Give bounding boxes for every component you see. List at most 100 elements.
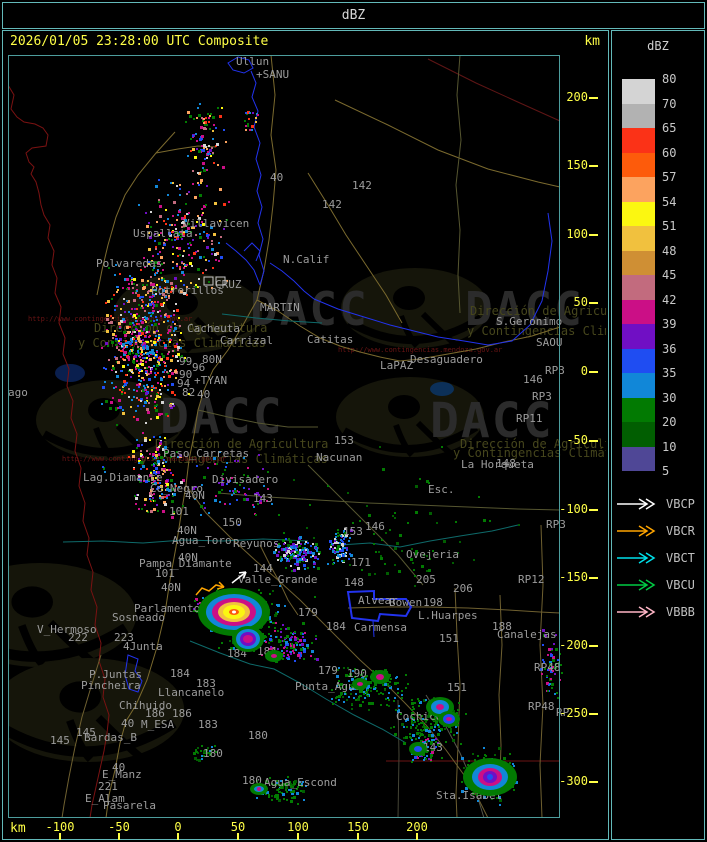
- radar-echo-pixel: [293, 553, 295, 555]
- radar-echo-pixel: [445, 741, 447, 743]
- radar-echo-pixel: [203, 147, 205, 149]
- radar-echo-pixel: [180, 347, 182, 349]
- radar-echo-pixel: [270, 648, 272, 650]
- radar-echo-pixel: [163, 243, 166, 246]
- radar-echo-pixel: [154, 323, 157, 326]
- radar-echo-pixel: [422, 722, 424, 724]
- radar-echo-pixel: [156, 330, 158, 332]
- radar-echo-pixel: [423, 699, 426, 702]
- radar-echo-pixel: [151, 296, 153, 298]
- radar-echo-pixel: [344, 532, 347, 535]
- radar-echo-pixel: [296, 563, 299, 566]
- radar-echo-pixel: [278, 799, 281, 802]
- map-place-label: Polvaredas: [96, 257, 162, 270]
- radar-echo-pixel: [138, 332, 141, 335]
- scale-value-label: 39: [662, 317, 677, 331]
- radar-echo-pixel: [245, 125, 247, 127]
- radar-echo-pixel: [122, 349, 124, 351]
- radar-echo-pixel: [348, 680, 350, 682]
- radar-echo-pixel: [438, 726, 440, 728]
- radar-echo-pixel: [174, 277, 177, 280]
- radar-echo-pixel: [478, 496, 480, 498]
- map-shape: [415, 420, 452, 456]
- radar-echo-pixel: [161, 277, 163, 279]
- radar-echo-pixel: [168, 375, 171, 378]
- radar-echo-pixel: [357, 698, 360, 701]
- radar-echo-pixel: [179, 325, 181, 327]
- dacc-logo-watermark: [336, 377, 484, 458]
- radar-echo-pixel: [133, 362, 135, 364]
- radar-echo-pixel: [427, 738, 429, 740]
- radar-echo-pixel: [123, 320, 126, 323]
- storm-cell: [257, 787, 261, 791]
- vector-legend-row: VBCT: [616, 551, 695, 565]
- radar-echo-pixel: [344, 693, 346, 695]
- radar-map-canvas[interactable]: DACC DACC DACC DACC Dirección de Agricultura…: [0, 54, 655, 819]
- radar-echo-pixel: [411, 716, 413, 718]
- radar-echo-pixel: [243, 487, 245, 489]
- radar-echo-pixel: [195, 598, 198, 601]
- radar-echo-pixel: [214, 745, 216, 747]
- radar-echo-pixel: [103, 468, 105, 470]
- map-line: [221, 313, 323, 324]
- radar-echo-pixel: [207, 747, 209, 749]
- vector-legend-row: VBCU: [616, 578, 695, 592]
- radar-echo-pixel: [107, 345, 109, 347]
- radar-echo-pixel: [285, 557, 287, 559]
- radar-echo-pixel: [180, 290, 183, 293]
- map-place-label: 179: [298, 606, 318, 619]
- radar-echo-pixel: [120, 308, 122, 310]
- radar-echo-pixel: [461, 781, 463, 783]
- radar-echo-pixel: [160, 441, 162, 443]
- y-axis-tick: [589, 165, 598, 167]
- radar-echo-pixel: [182, 232, 185, 235]
- radar-echo-pixel: [254, 493, 256, 495]
- scale-value-label: 20: [662, 415, 677, 429]
- x-axis-tick: [297, 833, 299, 840]
- radar-echo-pixel: [414, 575, 416, 577]
- map-place-label: 40: [270, 171, 283, 184]
- radar-echo-pixel: [444, 728, 446, 730]
- radar-echo-pixel: [425, 699, 427, 701]
- radar-echo-pixel: [154, 376, 156, 378]
- radar-echo-pixel: [313, 537, 315, 539]
- radar-echo-pixel: [142, 318, 144, 320]
- radar-echo-pixel: [149, 492, 152, 495]
- radar-echo-pixel: [405, 674, 407, 676]
- radar-echo-pixel: [175, 377, 177, 379]
- radar-echo-pixel: [346, 699, 348, 701]
- radar-echo-pixel: [196, 148, 198, 150]
- scale-color-swatch: [622, 324, 655, 349]
- radar-echo-pixel: [256, 780, 258, 782]
- radar-echo-pixel: [259, 500, 262, 503]
- radar-echo-pixel: [197, 603, 199, 605]
- radar-echo-pixel: [195, 133, 197, 135]
- radar-echo-pixel: [343, 701, 345, 703]
- radar-echo-pixel: [102, 466, 104, 468]
- radar-echo-pixel: [554, 673, 556, 675]
- radar-echo-pixel: [204, 507, 206, 509]
- radar-echo-pixel: [146, 367, 148, 369]
- radar-echo-pixel: [296, 792, 299, 795]
- radar-echo-pixel: [360, 674, 362, 676]
- radar-echo-pixel: [155, 409, 158, 412]
- radar-echo-pixel: [262, 468, 264, 470]
- radar-echo-pixel: [157, 486, 160, 489]
- radar-echo-pixel: [161, 279, 163, 281]
- radar-echo-pixel: [430, 714, 432, 716]
- radar-echo-pixel: [224, 503, 226, 505]
- radar-echo-pixel: [159, 339, 161, 341]
- radar-echo-pixel: [110, 401, 113, 404]
- radar-echo-pixel: [161, 489, 163, 491]
- radar-echo-pixel: [304, 632, 306, 634]
- radar-echo-pixel: [180, 481, 183, 484]
- radar-echo-pixel: [271, 603, 273, 605]
- radar-echo-pixel: [129, 326, 131, 328]
- radar-echo-pixel: [226, 219, 228, 221]
- radar-echo-pixel: [297, 803, 299, 805]
- radar-echo-pixel: [135, 292, 137, 294]
- radar-echo-pixel: [142, 339, 144, 341]
- radar-echo-pixel: [157, 475, 159, 477]
- radar-echo-pixel: [290, 645, 292, 647]
- x-axis-tick-label: 0: [174, 820, 182, 834]
